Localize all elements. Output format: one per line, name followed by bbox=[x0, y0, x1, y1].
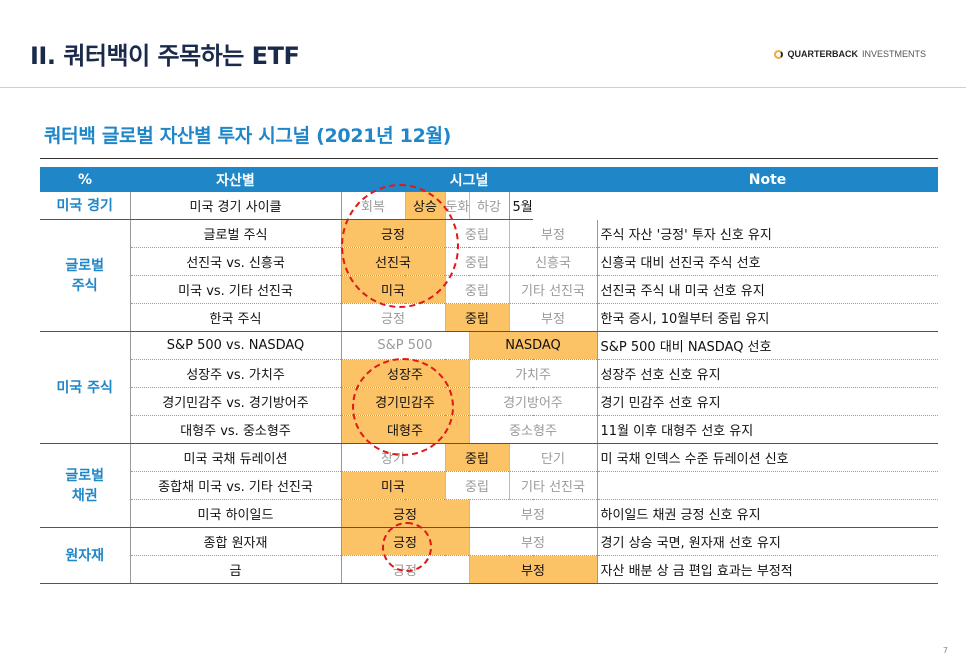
table-row: 글로벌 채권 미국 국채 듀레이션 장기 중립 단기 미 국채 인덱스 수준 듀레이션 신… bbox=[40, 443, 939, 528]
signal-cell: 부정 bbox=[468, 527, 598, 556]
signal-cell: 장기 bbox=[341, 443, 445, 472]
header-divider bbox=[0, 87, 966, 88]
note-text: 하이일드 채권 긍정 신호 유지 bbox=[596, 499, 939, 528]
table-row: 원자재 종합 원자재 긍정 부정 경기 상승 국면, 원자재 선호 유지 bbox=[40, 527, 939, 584]
table-row: 글로벌 주식 글로벌 주식 긍정 중립 부정 주식 자산 '긍정' 투자 신호 유지 bbox=[40, 219, 939, 332]
logo-name: QUARTERBACK bbox=[787, 49, 858, 59]
table-row: 성장주 vs. 가치주 성장주 가치주 성장주 선호 신호 유지 bbox=[40, 359, 939, 388]
page-title: II. 쿼터백이 주목하는 ETF bbox=[30, 42, 300, 70]
signal-cell-active: 미국 bbox=[341, 275, 445, 304]
signal-cell: 긍정 bbox=[341, 303, 445, 332]
signal-cell: 부정 bbox=[508, 219, 598, 248]
signal-cell-active: 대형주 bbox=[341, 415, 469, 444]
page-number: 7 bbox=[942, 646, 948, 655]
signal-cell-active: 경기민감주 bbox=[341, 387, 469, 416]
signal-cell-active: 긍정 bbox=[341, 499, 469, 528]
signal-cell: 기타 선진국 bbox=[508, 275, 598, 304]
table-row: 금 긍정 부정 자산 배분 상 금 편입 효과는 부정적 bbox=[40, 555, 939, 584]
signal-cell: 단기 bbox=[508, 443, 598, 472]
signal-cell-active: 선진국 bbox=[341, 247, 445, 276]
company-logo: QUARTERBACK INVESTMENTS bbox=[774, 49, 926, 59]
note-text: 경기 상승 국면, 원자재 선호 유지 bbox=[596, 527, 939, 556]
note-text: 11월 이후 대형주 선호 유지 bbox=[596, 415, 939, 444]
note-text: 미 국채 인덱스 수준 듀레이션 신호 bbox=[596, 443, 939, 472]
signal-cell-active: 미국 bbox=[341, 471, 445, 500]
signal-cell-active: 성장주 bbox=[341, 359, 469, 388]
asset-name: 미국 vs. 기타 선진국 bbox=[129, 275, 342, 304]
signal-cell: 신흥국 bbox=[508, 247, 598, 276]
note-text bbox=[596, 471, 939, 500]
signal-cell-active: 중립 bbox=[444, 303, 509, 332]
note-text: S&P 500 대비 NASDAQ 선호 bbox=[596, 331, 939, 360]
note-text: 자산 배분 상 금 편입 효과는 부정적 bbox=[596, 555, 939, 584]
signal-cell: 회복 bbox=[341, 192, 405, 220]
signal-cell: 중소형주 bbox=[468, 415, 598, 444]
logo-ring-icon bbox=[774, 49, 784, 59]
asset-group-label: 글로벌 채권 bbox=[40, 443, 130, 528]
signal-cell: 둔화 bbox=[444, 192, 469, 220]
table-row: 미국 vs. 기타 선진국 미국 중립 기타 선진국 선진국 주식 내 미국 선호 유지 bbox=[40, 275, 939, 304]
table-row: 대형주 vs. 중소형주 대형주 중소형주 11월 이후 대형주 선호 유지 bbox=[40, 415, 939, 444]
col-header-percent: % bbox=[40, 167, 130, 192]
asset-name: 한국 주식 bbox=[129, 303, 342, 332]
asset-name: 성장주 vs. 가치주 bbox=[129, 359, 342, 388]
signal-cell-active: 상승 bbox=[404, 192, 445, 220]
note-text: 주식 자산 '긍정' 투자 신호 유지 bbox=[596, 219, 939, 248]
signal-cell-active: 부정 bbox=[468, 555, 598, 584]
note-text: 신흥국 대비 선진국 주식 선호 bbox=[596, 247, 939, 276]
table-row: 선진국 vs. 신흥국 선진국 중립 신흥국 신흥국 대비 선진국 주식 선호 bbox=[40, 247, 939, 276]
table-row: 한국 주식 긍정 중립 부정 한국 증시, 10월부터 중립 유지 bbox=[40, 303, 939, 332]
signal-table: % 자산별 시그널 Note 미국 경기 미국 경기 사이클 회복 상승 둔화 하강 5월 … bbox=[40, 167, 939, 584]
asset-name: 미국 경기 사이클 bbox=[129, 192, 342, 220]
asset-name: S&P 500 vs. NASDAQ bbox=[129, 331, 342, 360]
signal-cell: 경기방어주 bbox=[468, 387, 598, 416]
col-header-signal: 시그널 bbox=[341, 167, 598, 192]
col-header-note: Note bbox=[597, 167, 939, 192]
asset-group-label: 원자재 bbox=[40, 527, 130, 584]
table-row: 미국 주식 S&P 500 vs. NASDAQ S&P 500 NASDAQ S&P … bbox=[40, 331, 939, 444]
asset-name: 글로벌 주식 bbox=[129, 219, 342, 248]
asset-name: 미국 하이일드 bbox=[129, 499, 342, 528]
signal-cell-active: 긍정 bbox=[341, 527, 469, 556]
col-header-asset: 자산별 bbox=[130, 167, 341, 192]
note-text: 경기 민감주 선호 유지 bbox=[596, 387, 939, 416]
table-row: 경기민감주 vs. 경기방어주 경기민감주 경기방어주 경기 민감주 선호 유지 bbox=[40, 387, 939, 416]
note-text: 5월 이후 미국 경기 '상승' 국면 지속 bbox=[508, 192, 533, 220]
asset-name: 미국 국채 듀레이션 bbox=[129, 443, 342, 472]
asset-name: 금 bbox=[129, 555, 342, 584]
asset-name: 종합채 미국 vs. 기타 선진국 bbox=[129, 471, 342, 500]
asset-name: 선진국 vs. 신흥국 bbox=[129, 247, 342, 276]
asset-name: 경기민감주 vs. 경기방어주 bbox=[129, 387, 342, 416]
signal-cell: 중립 bbox=[444, 219, 509, 248]
signal-cell-active: 긍정 bbox=[341, 219, 445, 248]
signal-cell: 부정 bbox=[508, 303, 598, 332]
asset-name: 종합 원자재 bbox=[129, 527, 342, 556]
signal-cell: 하강 bbox=[468, 192, 510, 220]
asset-group-label: 미국 주식 bbox=[40, 331, 130, 444]
signal-cell: 중립 bbox=[444, 275, 509, 304]
section-subtitle: 쿼터백 글로벌 자산별 투자 시그널 (2021년 12월) bbox=[44, 125, 452, 147]
asset-name: 대형주 vs. 중소형주 bbox=[129, 415, 342, 444]
table-row: 종합채 미국 vs. 기타 선진국 미국 중립 기타 선진국 bbox=[40, 471, 939, 500]
signal-cell: 긍정 bbox=[341, 555, 469, 584]
subtitle-divider bbox=[40, 158, 938, 159]
logo-tagline: INVESTMENTS bbox=[861, 49, 926, 59]
signal-cell-active: 중립 bbox=[444, 443, 509, 472]
signal-cell: 중립 bbox=[444, 471, 509, 500]
note-text: 성장주 선호 신호 유지 bbox=[596, 359, 939, 388]
signal-cell: 가치주 bbox=[468, 359, 598, 388]
signal-cell: 기타 선진국 bbox=[508, 471, 598, 500]
signal-cell: 중립 bbox=[444, 247, 509, 276]
asset-group-label: 미국 경기 bbox=[40, 192, 130, 220]
signal-cell: 부정 bbox=[468, 499, 598, 528]
note-text: 선진국 주식 내 미국 선호 유지 bbox=[596, 275, 939, 304]
signal-cell-active: NASDAQ bbox=[468, 331, 598, 360]
asset-group-label: 글로벌 주식 bbox=[40, 219, 130, 332]
note-text: 한국 증시, 10월부터 중립 유지 bbox=[596, 303, 939, 332]
table-row: 미국 하이일드 긍정 부정 하이일드 채권 긍정 신호 유지 bbox=[40, 499, 939, 528]
table-header-row: % 자산별 시그널 Note bbox=[40, 167, 939, 192]
signal-cell: S&P 500 bbox=[341, 331, 469, 360]
